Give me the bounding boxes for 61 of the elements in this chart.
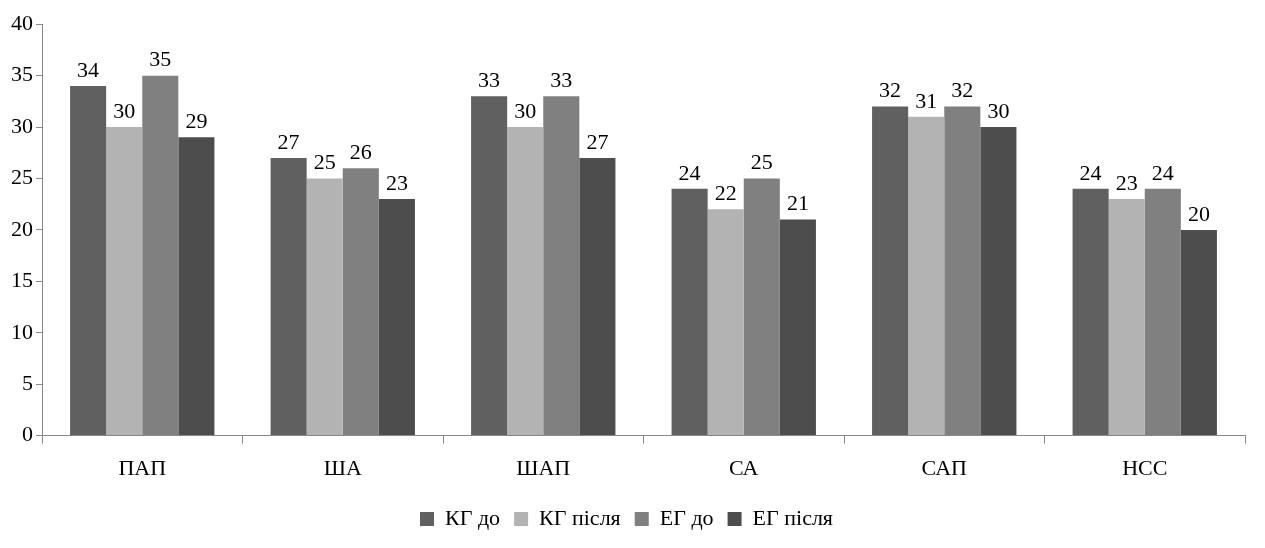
data-label: 24 <box>1151 159 1174 185</box>
data-label: 31 <box>915 87 938 113</box>
y-tick-label: 35 <box>11 61 33 87</box>
data-label: 34 <box>77 56 100 82</box>
x-tick-label: ПАП <box>118 454 167 480</box>
bar <box>70 85 107 436</box>
bar <box>1072 188 1109 436</box>
data-label: 30 <box>113 97 136 123</box>
data-label: 25 <box>750 149 773 175</box>
bar <box>872 106 909 436</box>
data-label: 23 <box>385 169 408 195</box>
data-label: 29 <box>185 108 208 134</box>
y-tick-label: 10 <box>11 318 33 344</box>
data-label: 30 <box>987 97 1010 123</box>
data-label: 26 <box>349 138 372 164</box>
bar <box>270 157 307 436</box>
bar <box>178 137 215 436</box>
data-label: 32 <box>879 77 902 103</box>
data-label: 27 <box>586 128 609 154</box>
y-tick-label: 30 <box>11 112 33 138</box>
x-tick-label: САП <box>921 454 968 480</box>
data-label: 24 <box>678 159 701 185</box>
data-label: 22 <box>714 180 737 206</box>
legend-label: ЕГ до <box>659 504 714 530</box>
bar <box>1180 229 1217 436</box>
bar <box>106 127 143 436</box>
data-label: 20 <box>1187 200 1210 226</box>
bar <box>471 96 508 436</box>
data-label: 27 <box>277 128 300 154</box>
y-tick-label: 5 <box>22 369 33 395</box>
y-tick-label: 0 <box>22 421 33 447</box>
bar <box>507 127 544 436</box>
x-tick-label: СА <box>729 454 759 480</box>
data-label: 33 <box>550 66 573 92</box>
y-tick-label: 15 <box>11 267 33 293</box>
data-label: 30 <box>514 97 537 123</box>
data-label: 23 <box>1115 169 1138 195</box>
legend-label: КГ після <box>539 504 621 530</box>
bar <box>707 209 744 436</box>
bar <box>779 219 816 436</box>
y-tick-label: 40 <box>11 9 33 35</box>
x-tick-label: ША <box>323 454 362 480</box>
bar <box>908 116 945 436</box>
x-tick-label: ШАП <box>516 454 571 480</box>
bar <box>306 178 343 436</box>
bar <box>1108 199 1145 436</box>
x-tick-label: НСС <box>1122 454 1168 480</box>
data-label: 32 <box>951 77 974 103</box>
y-tick-label: 25 <box>11 164 33 190</box>
data-label: 33 <box>478 66 501 92</box>
y-tick-label: 20 <box>11 215 33 241</box>
data-label: 21 <box>786 190 809 216</box>
bar <box>980 127 1017 436</box>
data-label: 25 <box>313 149 336 175</box>
bar <box>671 188 708 436</box>
bar <box>378 199 415 436</box>
legend-label: КГ до <box>445 504 501 530</box>
bar <box>579 157 616 436</box>
data-label: 24 <box>1079 159 1102 185</box>
legend-label: ЕГ після <box>752 504 833 530</box>
data-label: 35 <box>149 46 172 72</box>
